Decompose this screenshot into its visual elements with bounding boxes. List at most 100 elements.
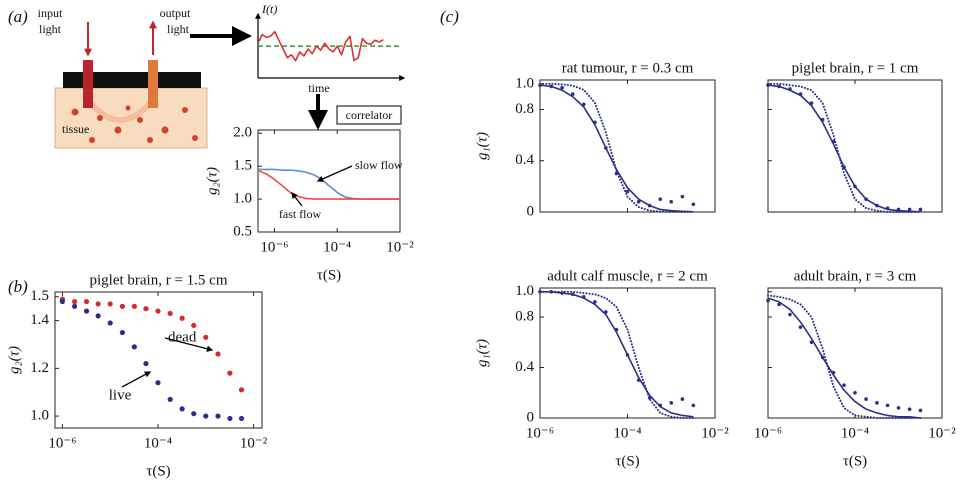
data-line <box>767 82 922 213</box>
y-tick-label: 0.8 <box>515 308 534 324</box>
y-tick-label: 1.2 <box>30 360 49 376</box>
data-line <box>767 294 922 419</box>
data-line <box>540 290 694 418</box>
data-point <box>119 329 125 336</box>
panel-label: (c) <box>440 7 459 26</box>
axis-label: τ(S) <box>843 453 867 469</box>
x-tick-label: 10⁻⁶ <box>260 239 288 255</box>
series-label: fast flow <box>279 207 322 221</box>
x-tick-label: 10⁻⁶ <box>754 425 782 441</box>
data-point <box>191 322 197 329</box>
data-point <box>72 303 78 309</box>
annotation-arrow <box>164 337 214 352</box>
axis-label: g₁(τ) <box>474 339 490 367</box>
data-line <box>257 30 384 62</box>
diagram-label: output <box>160 6 191 20</box>
axis-label: I(t) <box>261 2 277 16</box>
data-point <box>691 202 696 207</box>
chart-title: piglet brain, r = 1 cm <box>792 60 919 76</box>
data-point <box>777 302 781 307</box>
chart-title: adult calf muscle, r = 2 cm <box>547 268 708 284</box>
axis-label: time <box>308 81 329 95</box>
data-point <box>203 413 209 419</box>
data-point <box>59 298 66 305</box>
x-tick-label: 10⁻⁴ <box>144 435 172 451</box>
tissue-diagram <box>54 20 402 149</box>
y-tick-label: 1.4 <box>30 312 49 328</box>
axis-label: g₂(τ) <box>6 346 22 374</box>
data-point <box>238 415 245 422</box>
plot-frame <box>54 291 263 429</box>
data-point <box>167 396 173 402</box>
data-point <box>625 189 630 194</box>
annotation-arrow <box>121 371 152 388</box>
y-tick-label: 0.8 <box>515 101 534 117</box>
annotation-arrow <box>291 191 303 207</box>
data-point <box>669 199 674 204</box>
series-label: live <box>109 387 132 403</box>
data-line <box>258 170 400 200</box>
plot-frame <box>767 287 943 419</box>
data-line <box>539 290 695 419</box>
x-tick-label: 10⁻² <box>928 425 956 441</box>
series-label: slow flow <box>355 158 403 172</box>
data-point <box>636 199 641 204</box>
data-point <box>560 85 564 90</box>
data-line <box>767 297 921 419</box>
data-point <box>864 397 868 401</box>
data-point <box>680 194 685 199</box>
y-tick-label: 0.4 <box>515 152 534 168</box>
axis-label: τ(S) <box>146 463 170 479</box>
data-point <box>191 411 197 417</box>
data-point <box>907 207 912 212</box>
data-point <box>669 401 674 405</box>
data-point <box>72 298 78 305</box>
data-point <box>95 313 101 319</box>
data-point <box>179 406 185 412</box>
data-point <box>853 390 857 395</box>
data-point <box>798 325 803 329</box>
data-point <box>691 403 696 408</box>
x-tick-label: 10⁻⁴ <box>841 425 869 441</box>
y-tick-label: 0 <box>527 409 535 425</box>
panel-label: (b) <box>8 277 28 296</box>
data-point <box>766 298 770 303</box>
axis-label: τ(S) <box>317 267 341 283</box>
data-point <box>107 320 113 326</box>
y-tick-label: 1.0 <box>515 283 534 299</box>
series-label: dead <box>168 329 197 345</box>
data-point <box>215 351 221 357</box>
chart-title: rat tumour, r = 0.3 cm <box>562 60 694 76</box>
chart-title: piglet brain, r = 1.5 cm <box>89 272 227 288</box>
diagram-label: correlator <box>346 108 393 122</box>
axis-label: g₂(τ) <box>204 167 220 195</box>
data-point <box>875 401 879 405</box>
axis-label: τ(S) <box>615 453 639 469</box>
data-point <box>896 406 901 410</box>
y-tick-label: 0.5 <box>233 223 252 239</box>
data-point <box>131 303 137 309</box>
y-tick-label: 2.0 <box>233 125 252 141</box>
data-point <box>167 310 173 317</box>
plot-frame <box>767 79 943 213</box>
plot-frame <box>539 287 716 419</box>
diagram-label: light <box>39 22 62 36</box>
x-tick-label: 10⁻⁴ <box>323 239 351 255</box>
y-tick-label: 0.4 <box>515 359 534 375</box>
data-point <box>570 92 575 96</box>
data-point <box>203 334 209 340</box>
y-tick-label: 1.5 <box>233 158 252 174</box>
data-line <box>539 84 694 213</box>
diagram-label: input <box>38 6 63 20</box>
data-point <box>143 360 149 367</box>
diagram-label: light <box>167 22 190 36</box>
data-point <box>107 301 113 307</box>
x-tick-label: 10⁻² <box>386 239 414 255</box>
annotation-arrow <box>316 165 353 182</box>
data-point <box>227 370 233 376</box>
y-tick-label: 1.5 <box>30 288 49 304</box>
panel-label: (a) <box>8 7 28 26</box>
data-point <box>215 413 221 419</box>
axis-label: g₁(τ) <box>474 132 490 160</box>
